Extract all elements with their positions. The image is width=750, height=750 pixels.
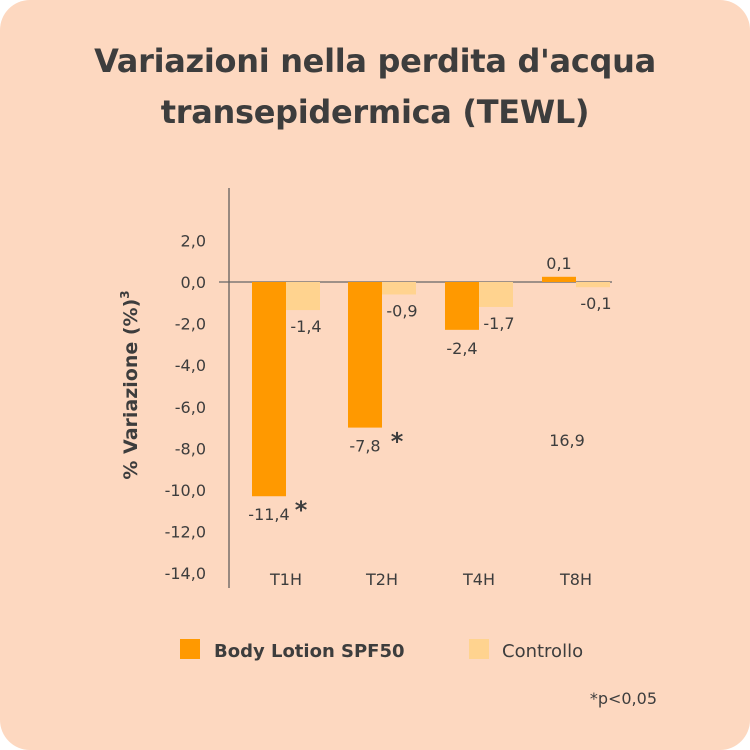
bar-t2h-controllo xyxy=(382,282,416,295)
significance-marker: * xyxy=(295,496,308,524)
y-tick-label: -8,0 xyxy=(175,439,206,458)
bar-t2h-body-lotion xyxy=(348,282,382,428)
y-tick-label: -10,0 xyxy=(165,481,206,500)
data-label: -11,4 xyxy=(248,505,289,524)
bar-t4h-body-lotion xyxy=(445,282,479,330)
x-tick-label: T2H xyxy=(365,570,398,589)
data-label: -0,9 xyxy=(386,301,417,320)
data-label: -2,4 xyxy=(446,339,477,358)
legend-label-body-lotion: Body Lotion SPF50 xyxy=(214,641,405,662)
y-axis-label: % Variazione (%)3 xyxy=(118,290,142,479)
legend-swatch-body-lotion xyxy=(180,639,200,659)
bar-t8h-body-lotion xyxy=(542,276,576,282)
y-tick-label: -14,0 xyxy=(165,564,206,583)
chart-title-line-2: transepidermica (TEWL) xyxy=(160,93,590,131)
bar-t1h-controllo xyxy=(286,282,320,311)
annotation-label: 16,9 xyxy=(549,431,585,450)
y-tick-label: -4,0 xyxy=(175,356,206,375)
data-label: -1,4 xyxy=(290,317,321,336)
x-tick-label: T4H xyxy=(462,570,495,589)
legend-label-controllo: Controllo xyxy=(502,641,583,662)
bar-t1h-body-lotion xyxy=(252,282,286,497)
y-tick-label: 0,0 xyxy=(181,273,206,292)
data-label: -1,7 xyxy=(483,314,514,333)
bar-t8h-controllo xyxy=(576,282,610,288)
data-label: -7,8 xyxy=(349,437,380,456)
y-tick-label: -2,0 xyxy=(175,315,206,334)
legend-swatch-controllo xyxy=(469,639,489,659)
footnote: *p<0,05 xyxy=(590,689,657,708)
y-tick-label: -12,0 xyxy=(165,523,206,542)
significance-marker: * xyxy=(391,428,404,456)
y-tick-label: 2,0 xyxy=(181,231,206,250)
chart-title-line-1: Variazioni nella perdita d'acqua xyxy=(94,42,656,80)
data-label: 0,1 xyxy=(546,254,571,273)
bar-t4h-controllo xyxy=(479,282,513,307)
x-tick-label: T8H xyxy=(559,570,592,589)
data-label: -0,1 xyxy=(580,294,611,313)
x-tick-label: T1H xyxy=(269,570,302,589)
y-tick-label: -6,0 xyxy=(175,398,206,417)
